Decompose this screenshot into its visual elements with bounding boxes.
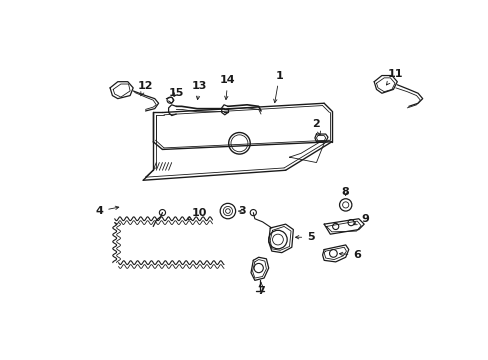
Text: 13: 13	[191, 81, 207, 100]
Text: 4: 4	[95, 206, 119, 216]
Text: 5: 5	[295, 232, 314, 242]
Text: 12: 12	[138, 81, 153, 96]
Text: 15: 15	[168, 88, 183, 98]
Text: 8: 8	[341, 187, 349, 197]
Text: 10: 10	[187, 208, 207, 220]
Text: 14: 14	[220, 75, 235, 100]
Text: 9: 9	[353, 214, 368, 225]
Text: 6: 6	[339, 250, 361, 260]
Text: 3: 3	[238, 206, 245, 216]
Text: 7: 7	[257, 283, 264, 296]
Text: 2: 2	[312, 119, 320, 135]
Text: 1: 1	[273, 71, 283, 103]
Text: 11: 11	[386, 69, 402, 85]
